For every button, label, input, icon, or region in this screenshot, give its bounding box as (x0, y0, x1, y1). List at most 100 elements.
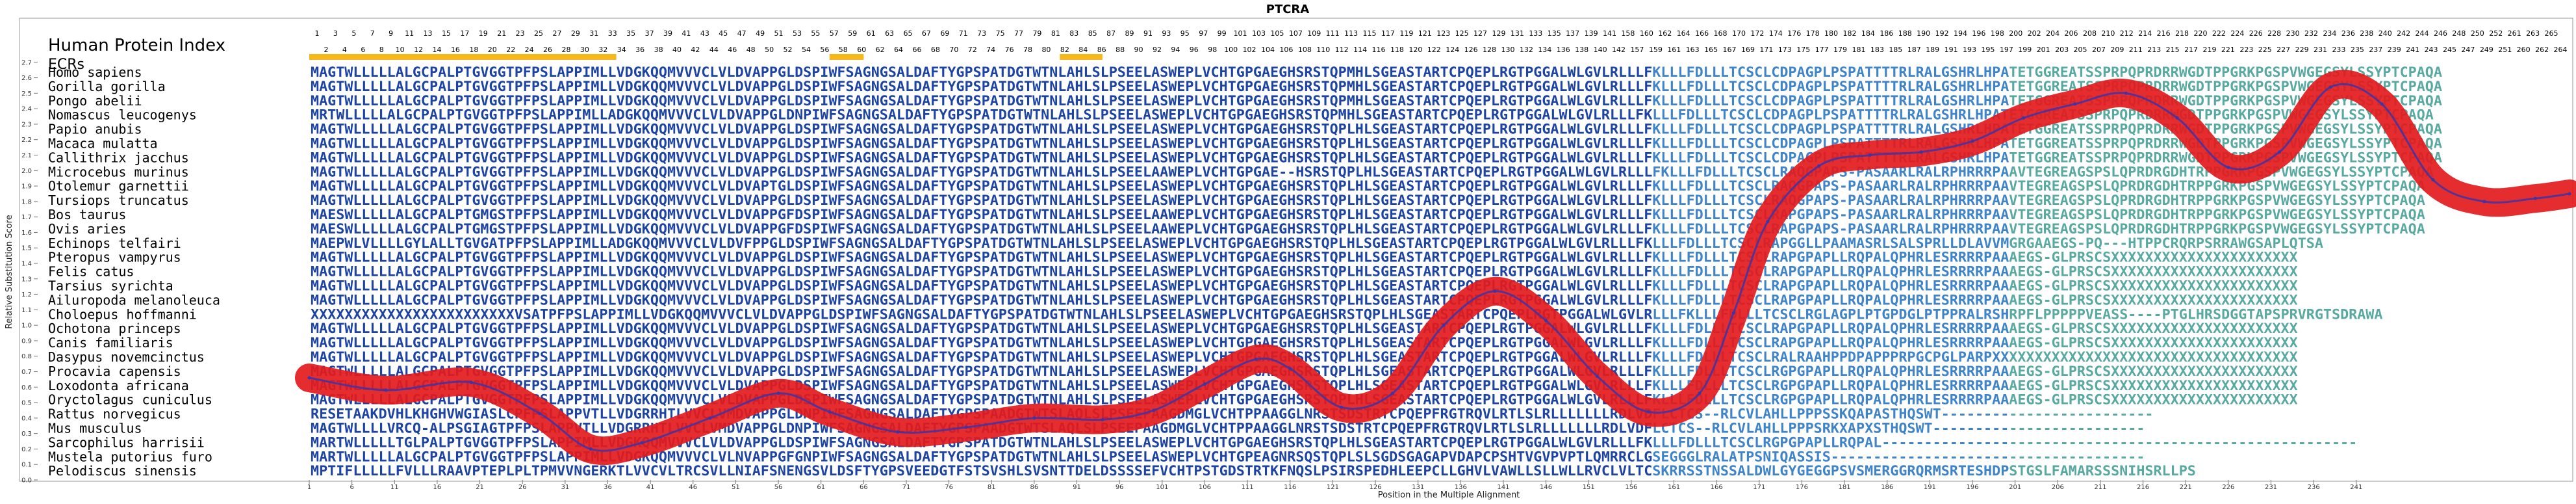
sequence-segment: MAGTWLLLLLALGCPALPTGVGGTPFPSLAPPIMLLVDGK… (311, 136, 1652, 152)
hpi-number: 48 (746, 46, 756, 54)
sequence-segment: MAGTWLLLLLALGCPALPTGVGGTPFPSLAPPIMLLVDGK… (311, 278, 1652, 294)
hpi-number: 86 (1097, 46, 1106, 54)
hpi-number: 185 (1889, 46, 1902, 54)
sequence-segment: MAGTWLLLLLALGCPALPTGVGGTPFPSLAPPIMLLVDGK… (311, 79, 1652, 94)
hpi-number: 212 (2120, 29, 2134, 38)
curve-point (1340, 405, 1344, 409)
curve-point (1970, 139, 1974, 143)
x-tick-label: 201 (2009, 484, 2021, 491)
hpi-number: 29 (571, 29, 580, 38)
hpi-number: 117 (1381, 29, 1395, 38)
curve-point (1817, 164, 1821, 168)
hpi-number: 10 (396, 46, 405, 54)
sequence-segment: AEGS-GLPRSCSXXXXXXXXXXXXXXXXXXXXXX (2009, 364, 2298, 379)
hpi-number: 218 (2175, 29, 2189, 38)
curve-point (708, 416, 712, 420)
y-tick-label: 0.5 (21, 400, 32, 407)
y-tick-label: 1.3 (21, 276, 32, 283)
hpi-number: 41 (682, 29, 691, 38)
hpi-number: 243 (2425, 46, 2438, 54)
curve-point (896, 430, 900, 434)
hpi-number: 31 (589, 29, 598, 38)
hpi-number: 89 (1125, 29, 1134, 38)
x-tick-label: 231 (2265, 484, 2277, 491)
hpi-number: 133 (1529, 29, 1542, 38)
curve-point (2073, 102, 2077, 106)
sequence-segment: KLLLFDLLLTCSCLCDPAGPLPSPATTTTRLRALGSHRLH… (1652, 79, 2009, 94)
hpi-number: 230 (2286, 29, 2300, 38)
hpi-number: 241 (2406, 46, 2419, 54)
species-label: Dasypus novemcinctus (48, 349, 205, 365)
hpi-number: 121 (1418, 29, 1432, 38)
curve-point (1646, 410, 1650, 414)
y-tick-label: 1.6 (21, 230, 32, 237)
sequence-segment: AEGS-GLPRSCSXXXXXXXXXXXXXXXXXXXXXX (2009, 321, 2298, 336)
species-label: Tursiops truncatus (48, 192, 189, 208)
hpi-number: 93 (1162, 29, 1171, 38)
y-tick-label: 2.2 (21, 137, 32, 144)
hpi-number: 90 (1134, 46, 1143, 54)
sequence-segment: ----------------------------------------… (2009, 434, 2357, 450)
hpi-number: 66 (912, 46, 921, 54)
curve-point (1032, 416, 1036, 420)
curve-point (2124, 91, 2128, 95)
x-tick-label: 11 (390, 484, 399, 491)
hpi-number: 191 (1945, 46, 1958, 54)
x-tick-label: 141 (1497, 484, 1509, 491)
hpi-number: 105 (1270, 29, 1284, 38)
hpi-number: 168 (1714, 29, 1728, 38)
hpi-number: 160 (1640, 29, 1653, 38)
species-label: Bos taurus (48, 207, 126, 222)
plot-frame (19, 18, 2573, 482)
hpi-number: 14 (433, 46, 442, 54)
hpi-number: 250 (2471, 29, 2484, 38)
sequence-segment: MAGTWLLLLLALGCPALPTGVGGTPFPSLAPPIMLLVDGK… (311, 122, 1652, 137)
hpi-number: 100 (1224, 46, 1238, 54)
hpi-number: 76 (1005, 46, 1014, 54)
hpi-number: 127 (1473, 29, 1487, 38)
hpi-number: 167 (1723, 46, 1737, 54)
sequence-segment: AEGS-GLPRSCSXXXXXXXXXXXXXXXXXXXXXX (2009, 292, 2298, 308)
hpi-number: 178 (1806, 29, 1820, 38)
hpi-number: 236 (2341, 29, 2355, 38)
sequence-segment: ----------------- (2009, 406, 2153, 422)
x-tick-label: 106 (1199, 484, 1211, 491)
hpi-number: 164 (1677, 29, 1690, 38)
sequence-segment: LLLFKLLLFDLLLTCSCLRGLAGPLPTGPDGLPTPPRALR… (1652, 306, 2009, 322)
y-tick-label: 2.4 (21, 106, 32, 113)
hpi-number: 115 (1363, 29, 1377, 38)
y-tick-label: 1.8 (21, 198, 32, 206)
species-label: Nomascus leucogenys (48, 107, 197, 123)
hpi-number: 23 (516, 29, 525, 38)
hpi-number: 221 (2221, 46, 2235, 54)
hpi-number: 239 (2388, 46, 2401, 54)
x-tick-label: 241 (2350, 484, 2362, 491)
hpi-number: 94 (1171, 46, 1180, 54)
x-tick-label: 196 (1966, 484, 1978, 491)
hpi-number: 116 (1372, 46, 1386, 54)
x-tick-label: 86 (1030, 484, 1039, 491)
hpi-number: 158 (1621, 29, 1635, 38)
sequence-segment: SEGGGLRALATPSNIQASSIS-------------------… (1652, 449, 2009, 464)
hpi-number: 26 (543, 46, 552, 54)
hpi-number: 263 (2526, 29, 2540, 38)
sequence-segment: LLLFDLLLTCSCLCDPAGPLPSPATTTTRLRALGSHRLHP… (1652, 107, 2009, 123)
hpi-number: 119 (1399, 29, 1413, 38)
hpi-number: 21 (497, 29, 506, 38)
hpi-number: 159 (1649, 46, 1663, 54)
hpi-number: 71 (959, 29, 968, 38)
x-tick-label: 136 (1455, 484, 1467, 491)
hpi-number: 39 (663, 29, 672, 38)
sequence-segment: MAGTWLLLLLALGCPALPTGVGGTPFPSLAPPIMLLVDGK… (311, 150, 1652, 165)
hpi-number: 201 (2037, 46, 2050, 54)
hpi-number: 264 (2554, 46, 2568, 54)
hpi-number: 190 (1917, 29, 1930, 38)
y-tick-label: 2.0 (21, 168, 32, 175)
species-label: Procavia capensis (48, 364, 181, 379)
curve-point (2482, 200, 2486, 204)
hpi-number: 22 (506, 46, 515, 54)
hpi-number: 142 (1612, 46, 1626, 54)
hpi-number: 261 (2508, 29, 2521, 38)
sequence-segment: VTEGREAGSPSLQPRDRGDHTRPPGRKPGSPVWGEGSYLS… (2009, 178, 2425, 194)
curve-point (776, 391, 780, 395)
